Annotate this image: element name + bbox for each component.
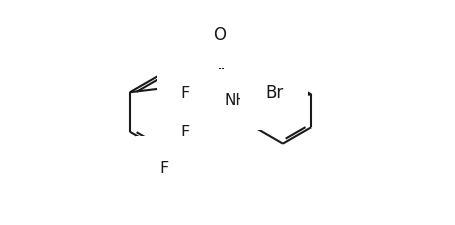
Text: NH: NH xyxy=(224,93,247,108)
Text: O: O xyxy=(213,26,226,44)
Text: F: F xyxy=(181,85,190,100)
Text: F: F xyxy=(160,160,169,175)
Text: F: F xyxy=(181,125,190,140)
Text: Br: Br xyxy=(265,84,283,102)
